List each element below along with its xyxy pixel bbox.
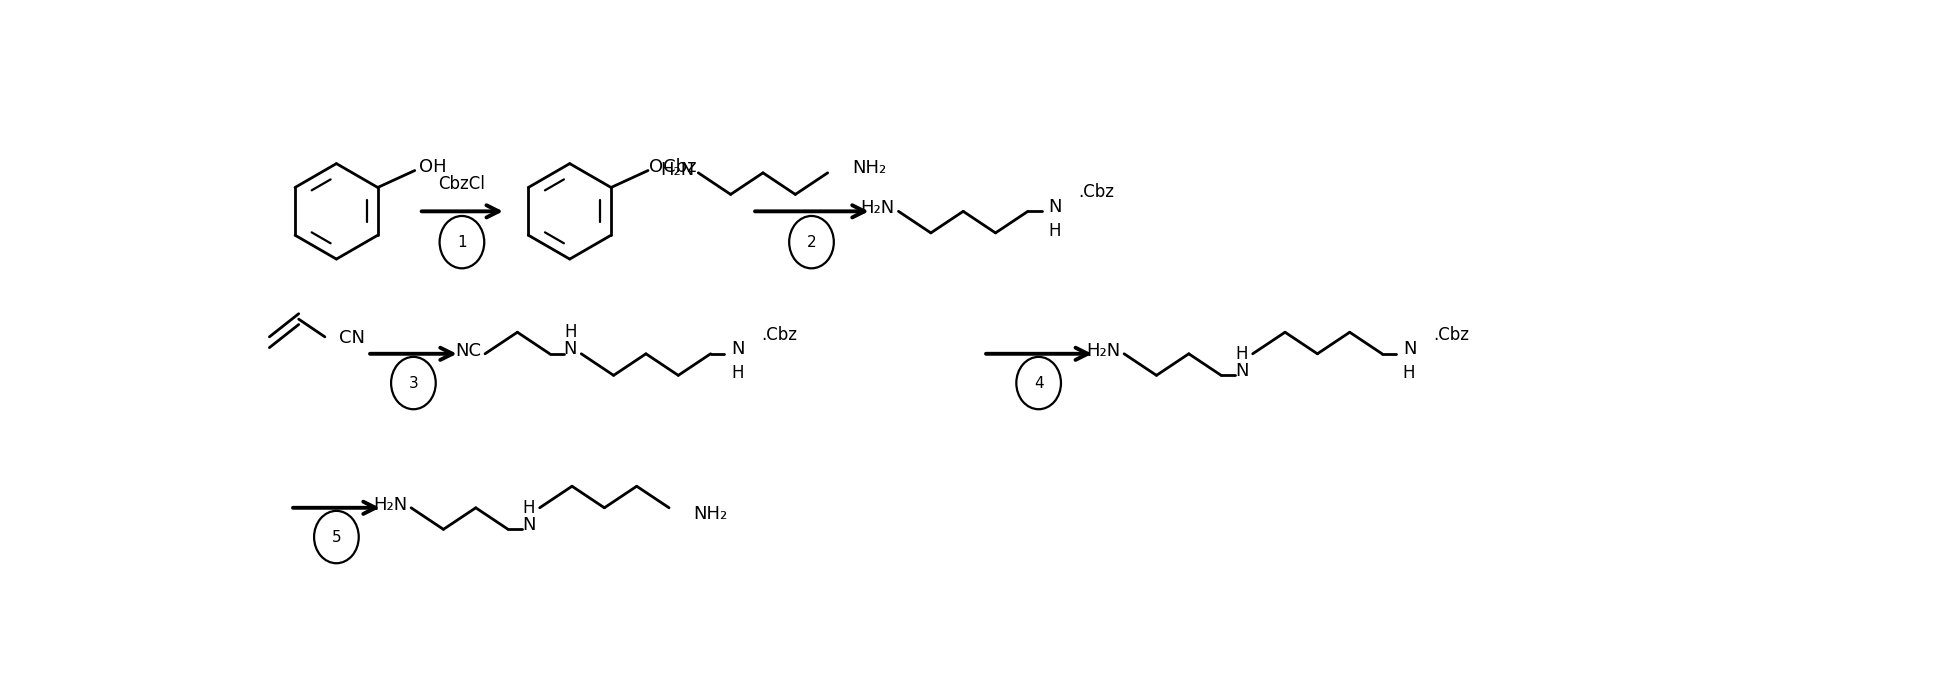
Text: N: N <box>523 516 537 534</box>
Text: H: H <box>523 499 535 517</box>
Text: 3: 3 <box>408 376 418 390</box>
Text: H₂N: H₂N <box>373 496 406 514</box>
Text: N: N <box>1404 340 1417 358</box>
Text: .Cbz: .Cbz <box>1433 326 1470 344</box>
Text: H: H <box>564 323 577 341</box>
Text: 2: 2 <box>807 235 816 250</box>
Text: 4: 4 <box>1034 376 1044 390</box>
Text: NH₂: NH₂ <box>694 505 727 523</box>
Text: H₂N: H₂N <box>861 199 894 217</box>
Text: CN: CN <box>338 329 365 347</box>
Text: 5: 5 <box>332 530 342 544</box>
Text: H₂N: H₂N <box>661 161 694 179</box>
Text: N: N <box>1234 362 1248 380</box>
Text: H: H <box>1236 345 1248 363</box>
Text: 1: 1 <box>457 235 467 250</box>
Text: NC: NC <box>455 342 482 360</box>
Text: N: N <box>1048 198 1061 216</box>
Text: CbzCl: CbzCl <box>439 175 486 193</box>
Text: .Cbz: .Cbz <box>1079 183 1114 201</box>
Text: N: N <box>731 340 745 358</box>
Text: H₂N: H₂N <box>1087 342 1120 360</box>
Text: OH: OH <box>420 158 447 175</box>
Text: H: H <box>1404 364 1415 382</box>
Text: N: N <box>564 340 577 358</box>
Text: H: H <box>731 364 745 382</box>
Text: .Cbz: .Cbz <box>762 326 797 344</box>
Text: NH₂: NH₂ <box>851 159 886 177</box>
Text: H: H <box>1048 221 1061 239</box>
Text: OCbz: OCbz <box>649 158 696 175</box>
